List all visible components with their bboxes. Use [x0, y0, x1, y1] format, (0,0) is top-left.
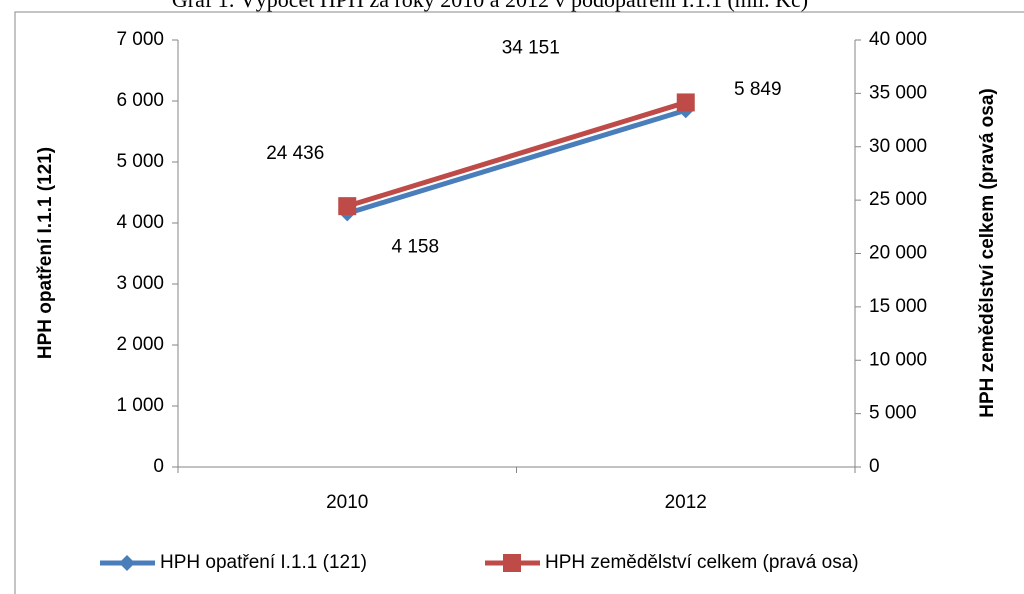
y2-tick-label: 15 000 [869, 296, 927, 317]
y2-tick-label: 10 000 [869, 349, 927, 370]
legend-label: HPH opatření I.1.1 (121) [160, 552, 367, 573]
y2-tick-label: 5 000 [869, 403, 917, 424]
x-tick-label: 2010 [326, 492, 368, 513]
y-tick-label: 1 000 [116, 395, 164, 416]
data-label: 5 849 [734, 79, 782, 100]
y-axis-title: HPH opatření I.1.1 (121) [35, 147, 56, 359]
y-tick-label: 7 000 [116, 29, 164, 50]
data-label: 24 436 [266, 143, 324, 164]
x-tick-label: 2012 [665, 492, 707, 513]
chart-title: Graf 1: Výpočet HPH za roky 2010 a 2012 … [172, 0, 808, 12]
y2-tick-label: 20 000 [869, 243, 927, 264]
data-point [338, 197, 357, 216]
y2-tick-label: 40 000 [869, 29, 927, 50]
series-line [346, 107, 687, 216]
y-tick-label: 5 000 [116, 151, 164, 172]
y-tick-label: 3 000 [116, 273, 164, 294]
series-line [346, 100, 687, 209]
legend-marker [503, 554, 521, 572]
data-label: 34 151 [502, 37, 560, 58]
y-tick-label: 6 000 [116, 90, 164, 111]
legend-label: HPH zemědělství celkem (pravá osa) [545, 552, 859, 573]
y2-tick-label: 0 [869, 456, 880, 477]
y2-tick-label: 25 000 [869, 189, 927, 210]
chart-border [14, 11, 1024, 594]
y-tick-label: 2 000 [116, 334, 164, 355]
legend-marker [119, 555, 135, 571]
y-tick-label: 4 000 [116, 212, 164, 233]
y2-tick-label: 35 000 [869, 82, 927, 103]
y2-tick-label: 30 000 [869, 136, 927, 157]
data-label: 4 158 [391, 236, 439, 257]
data-point [676, 93, 695, 112]
y2-axis-title: HPH zemědělství celkem (pravá osa) [977, 88, 998, 418]
y-tick-label: 0 [153, 456, 164, 477]
